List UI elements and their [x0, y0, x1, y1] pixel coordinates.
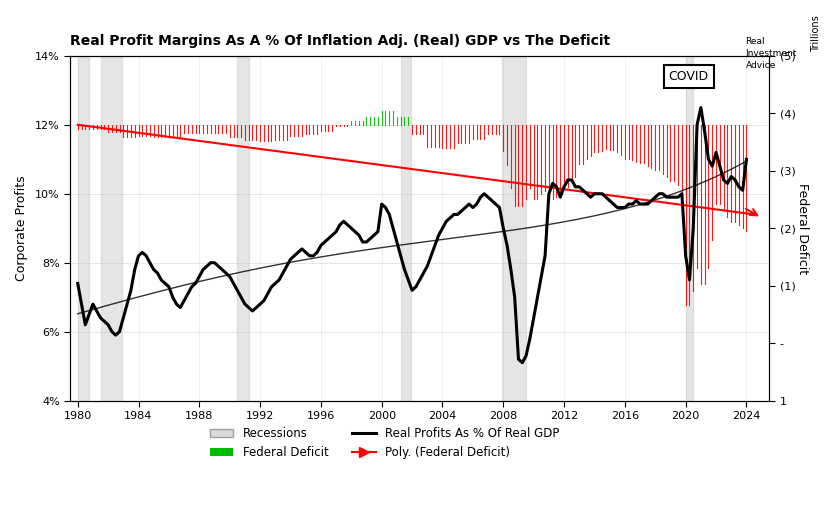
Text: COVID: COVID — [669, 70, 709, 82]
Legend: Recessions, Federal Deficit, Real Profits As % Of Real GDP, Poly. (Federal Defic: Recessions, Federal Deficit, Real Profit… — [205, 422, 565, 464]
Bar — [401, 56, 411, 401]
Bar — [77, 56, 89, 401]
Text: Real Profit Margins As A % Of Inflation Adj. (Real) GDP vs The Deficit: Real Profit Margins As A % Of Inflation … — [70, 34, 611, 48]
Y-axis label: Federal Deficit: Federal Deficit — [796, 183, 810, 274]
Y-axis label: Corporate Profits: Corporate Profits — [15, 175, 28, 281]
Text: Trillions: Trillions — [811, 16, 821, 52]
Bar — [237, 56, 249, 401]
Bar — [686, 56, 693, 401]
Bar — [501, 56, 526, 401]
Bar — [101, 56, 122, 401]
Text: Real
Investment
Advice: Real Investment Advice — [746, 37, 797, 70]
